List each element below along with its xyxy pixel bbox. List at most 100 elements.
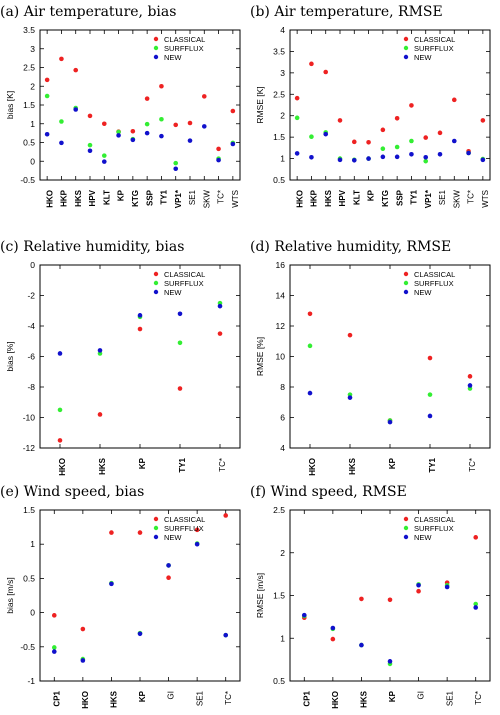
- data-point-classical: [97, 412, 103, 417]
- y-tick-label: 2: [30, 81, 35, 91]
- legend-label-new: NEW: [414, 288, 432, 297]
- x-tick-label: SE1: [445, 690, 454, 706]
- data-point-surfflux: [173, 160, 179, 166]
- data-point-classical: [366, 139, 371, 145]
- y-tick-label: 0: [30, 156, 35, 166]
- y-tick-label: 12: [276, 321, 286, 331]
- data-point-surfflux: [473, 601, 479, 607]
- data-point-new: [177, 311, 183, 317]
- data-point-surfflux: [57, 407, 63, 413]
- x-tick-label: HKO: [295, 190, 304, 208]
- x-tick-label: HKO: [331, 691, 340, 709]
- x-tick-label: VP1*: [174, 189, 183, 208]
- data-point-surfflux: [427, 392, 433, 397]
- x-tick-label: TY1: [178, 457, 187, 472]
- y-tick-label: 1.5: [273, 591, 285, 601]
- y-tick-label: -8: [27, 382, 35, 392]
- data-point-classical: [216, 146, 221, 152]
- data-point-classical: [309, 61, 314, 67]
- legend-marker-surfflux: [403, 45, 409, 51]
- data-point-classical: [294, 95, 300, 101]
- legend-label-classical: CLASSICAL: [414, 270, 455, 279]
- y-tick-label: 6: [280, 413, 285, 423]
- y-tick-label: 4: [280, 443, 285, 453]
- legend-label-new: NEW: [164, 53, 182, 62]
- x-tick-label: KTG: [381, 190, 390, 207]
- data-point-classical: [159, 83, 164, 89]
- data-point-new: [80, 658, 86, 663]
- data-point-new: [416, 582, 421, 588]
- y-tick-label: 1: [280, 154, 285, 164]
- legend-marker-surfflux: [153, 280, 159, 286]
- data-point-surfflux: [51, 645, 57, 650]
- data-point-new: [394, 154, 400, 160]
- data-point-classical: [230, 108, 236, 114]
- data-point-surfflux: [409, 138, 414, 144]
- legend-marker-classical: [153, 271, 159, 277]
- x-tick-label: SKW: [452, 190, 461, 209]
- data-point-classical: [217, 331, 223, 336]
- panel-d: (d) Relative humidity, RMSE 4 6 8 10 12 14 16 RM…: [250, 239, 491, 476]
- data-point-classical: [323, 69, 329, 75]
- data-point-surfflux: [309, 134, 314, 140]
- data-point-classical: [380, 127, 386, 133]
- legend-marker-new: [153, 534, 159, 540]
- data-point-new: [187, 138, 193, 143]
- data-point-classical: [351, 139, 357, 145]
- x-tick-label: KP: [138, 690, 147, 702]
- x-tick-label: TC*: [217, 190, 226, 204]
- y-tick-label: 0.5: [273, 676, 285, 686]
- data-point-new: [409, 151, 414, 157]
- legend-label-classical: CLASSICAL: [164, 35, 205, 44]
- data-point-new: [301, 612, 307, 618]
- legend-label-surfflux: SURFFLUX: [164, 44, 204, 53]
- y-tick-label: 0.5: [23, 573, 35, 583]
- y-tick-label: 2: [280, 548, 285, 558]
- y-tick-label: 0.5: [273, 175, 285, 185]
- legend-marker-new: [403, 289, 409, 295]
- data-point-classical: [409, 103, 414, 108]
- data-point-classical: [347, 332, 353, 338]
- data-point-surfflux: [44, 93, 50, 99]
- data-point-new: [101, 159, 107, 164]
- x-tick-label: WTS: [481, 190, 490, 208]
- y-tick-label: 2.5: [273, 89, 285, 99]
- data-point-new: [159, 133, 164, 139]
- panel-title: (c) Relative humidity, bias: [0, 239, 184, 255]
- x-tick-label: SE1: [438, 189, 447, 205]
- data-point-new: [294, 151, 300, 156]
- data-point-classical: [387, 597, 393, 603]
- y-tick-label: 1: [30, 119, 35, 129]
- x-tick-label: KLT: [102, 190, 111, 205]
- legend-label-classical: CLASSICAL: [164, 270, 205, 279]
- data-point-new: [451, 138, 457, 144]
- data-point-new: [116, 133, 121, 138]
- data-point-classical: [44, 77, 50, 83]
- y-tick-label: 0.5: [23, 138, 35, 148]
- data-point-classical: [57, 438, 63, 443]
- data-point-classical: [166, 575, 171, 581]
- x-tick-label: KP: [367, 189, 376, 201]
- x-tick-label: HKO: [58, 458, 67, 476]
- legend-label-new: NEW: [164, 533, 182, 542]
- data-point-classical: [480, 118, 486, 123]
- y-tick-label: -12: [23, 443, 36, 453]
- data-point-classical: [137, 530, 143, 535]
- legend-label-classical: CLASSICAL: [164, 515, 205, 524]
- data-point-classical: [177, 386, 183, 391]
- data-point-new: [144, 130, 150, 136]
- data-point-new: [359, 642, 364, 648]
- y-tick-label: 8: [280, 382, 285, 392]
- legend-label-surfflux: SURFFLUX: [414, 44, 454, 53]
- data-point-new: [387, 419, 393, 425]
- y-tick-label: 1.5: [23, 100, 35, 110]
- x-tick-label: TC*: [474, 691, 483, 705]
- x-tick-label: TC*: [467, 190, 476, 204]
- legend-label-surfflux: SURFFLUX: [164, 524, 204, 533]
- data-point-classical: [51, 613, 57, 618]
- x-tick-label: KTG: [131, 190, 140, 207]
- x-tick-label: HPV: [88, 189, 97, 206]
- panel-title: (f) Wind speed, RMSE: [250, 484, 407, 500]
- y-tick-label: 3.5: [23, 25, 35, 35]
